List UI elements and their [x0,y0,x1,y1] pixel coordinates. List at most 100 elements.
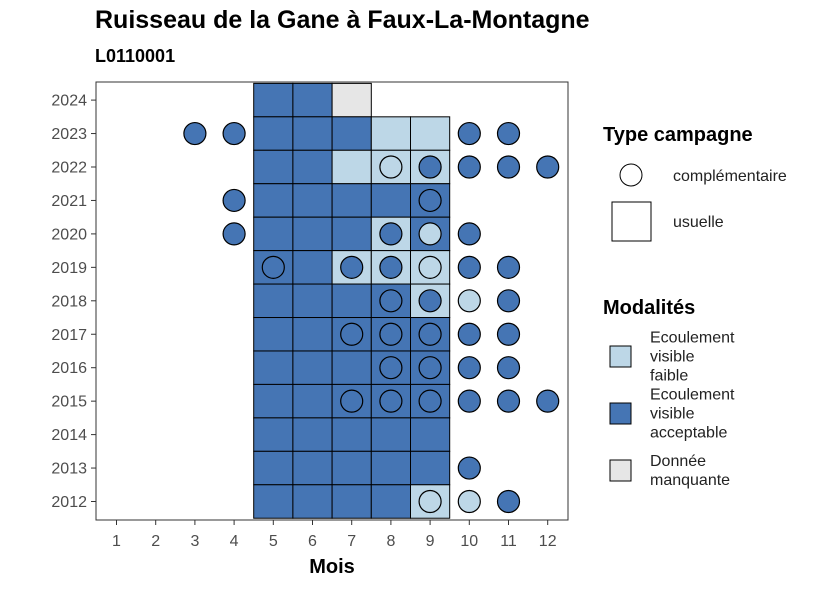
tile-2014-9 [410,417,451,452]
tile-2024-7 [331,82,372,118]
tile-2023-9 [410,116,451,151]
y-tick-label: 2022 [51,160,87,177]
tile-2015-5 [253,383,294,419]
tile-2021-8 [370,183,411,218]
point-2016-11 [496,356,521,380]
point-2015-8 [379,389,403,413]
tile-2022-6 [292,149,333,185]
complementaire-points [183,121,560,514]
x-axis: 1 2 3 4 5 6 7 8 9 10 11 12 [112,520,557,550]
point-2018-9 [418,289,442,313]
y-tick-label: 2017 [51,327,87,344]
point-2017-8 [379,322,403,346]
point-2022-8 [379,155,403,179]
point-2012-10 [457,489,481,514]
tile-2022-5 [253,149,294,185]
tile-2018-5 [253,283,294,319]
point-2017-9 [418,322,442,346]
point-2015-11 [496,389,521,413]
legend-swatch-1 [609,345,632,368]
tile-2012-7 [331,484,372,519]
point-2022-10 [457,155,481,179]
point-2023-4 [222,121,246,146]
point-2018-10 [457,289,481,313]
tile-2021-7 [331,183,372,218]
tile-2013-6 [292,450,333,486]
tile-2016-7 [331,350,372,385]
tile-2014-8 [370,417,411,452]
legend-usuelle-label: usuelle [673,214,724,231]
tile-2016-6 [292,350,333,385]
legend-modalite-label: Ecoulement visible acceptable [650,387,735,442]
point-2018-8 [379,289,403,313]
point-2019-10 [457,255,481,279]
tile-2020-6 [292,216,333,252]
tile-2020-7 [331,216,372,252]
point-2020-9 [418,222,442,246]
legend-modalites: Modalités Ecoulement visible faibleEcoulem… [603,297,735,489]
point-2017-7 [340,322,364,346]
x-tick-label: 7 [347,533,356,550]
point-2023-10 [457,121,481,146]
tile-2024-5 [253,82,294,118]
tile-2023-8 [370,116,411,151]
x-tick-label: 3 [190,533,199,550]
tile-2014-5 [253,417,294,452]
tile-2021-5 [253,183,294,218]
point-2018-11 [496,289,521,313]
y-tick-label: 2020 [51,226,87,243]
y-tick-label: 2014 [51,427,87,444]
point-2019-11 [496,255,521,279]
y-tick-label: 2024 [51,93,87,110]
tile-2017-5 [253,317,294,352]
tile-2021-6 [292,183,333,218]
tile-2012-6 [292,484,333,519]
tile-2014-6 [292,417,333,452]
y-tick-label: 2021 [51,193,87,210]
point-2019-8 [379,255,403,279]
point-2019-5 [261,255,285,279]
point-2020-10 [457,222,481,246]
legend-square-symbol [611,201,652,242]
legend-swatch-2 [609,402,632,425]
point-2016-9 [418,356,442,380]
tile-2018-6 [292,283,333,319]
point-2021-4 [222,188,246,213]
legend-swatch-3 [609,459,632,482]
point-2016-10 [457,356,481,380]
point-2016-8 [379,356,403,380]
point-2019-7 [340,255,364,279]
x-tick-label: 6 [308,533,317,550]
tile-2015-6 [292,383,333,419]
point-2012-11 [496,489,521,514]
point-2017-11 [496,322,521,346]
point-2022-9 [418,155,442,179]
y-tick-label: 2019 [51,260,87,277]
point-2020-4 [222,222,246,246]
point-2012-9 [418,489,442,514]
legend-modalite-label: Donnée manquante [650,453,730,489]
tile-2012-8 [370,484,411,519]
point-2017-10 [457,322,481,346]
point-2023-11 [496,121,521,146]
x-tick-label: 5 [269,533,278,550]
legend-circle-symbol [619,163,643,187]
x-tick-label: 4 [230,533,239,550]
tile-2019-6 [292,250,333,285]
tile-2023-7 [331,116,372,151]
point-2015-7 [340,389,364,413]
legend-type-title: Type campagne [603,124,753,146]
y-tick-label: 2013 [51,461,87,478]
tile-2023-6 [292,116,333,151]
tile-2016-5 [253,350,294,385]
y-tick-label: 2016 [51,360,87,377]
x-tick-label: 11 [500,533,517,550]
tile-2017-6 [292,317,333,352]
tile-2013-9 [410,450,451,486]
point-2019-9 [418,255,442,279]
chart-title: Ruisseau de la Gane à Faux-La-Montagne [95,6,590,34]
point-2013-10 [457,456,481,480]
y-tick-label: 2015 [51,394,87,411]
x-tick-label: 10 [460,533,478,550]
legend-complementaire-label: complémentaire [673,168,787,185]
